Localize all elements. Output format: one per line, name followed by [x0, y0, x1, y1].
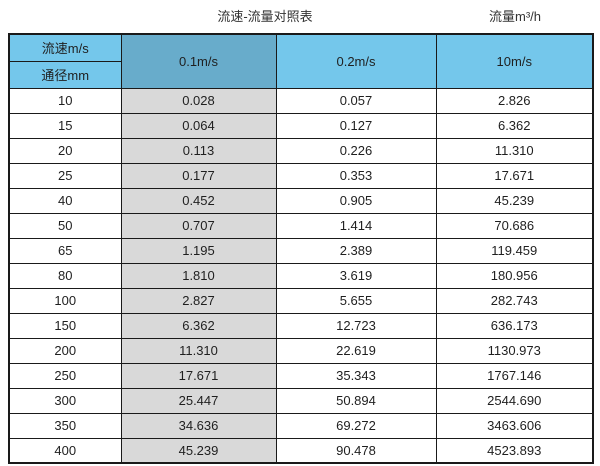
flow-unit-label: 流量m³/h — [488, 9, 541, 24]
table-row: 350 34.636 69.272 3463.606 — [8, 412, 594, 439]
flow-value-cell: 4523.893 — [435, 437, 594, 464]
flow-value-cell: 0.127 — [275, 112, 437, 139]
flow-value-cell: 34.636 — [120, 412, 277, 439]
header-row-top: 流速m/s 0.1m/s 0.2m/s 10m/s — [8, 33, 594, 89]
page-header: 流速-流量对照表 流量m³/h — [0, 0, 600, 32]
table-row: 50 0.707 1.414 70.686 — [8, 212, 594, 239]
flow-value-cell: 0.028 — [120, 87, 277, 114]
flow-value-cell: 50.894 — [275, 387, 437, 414]
flow-value-cell: 636.173 — [435, 312, 594, 339]
diameter-cell: 25 — [8, 162, 122, 189]
flow-value-cell: 0.064 — [120, 112, 277, 139]
table-row: 100 2.827 5.655 282.743 — [8, 287, 594, 314]
flow-value-cell: 1.810 — [120, 262, 277, 289]
flow-value-cell: 11.310 — [120, 337, 277, 364]
flow-value-cell: 0.452 — [120, 187, 277, 214]
diameter-cell: 250 — [8, 362, 122, 389]
flow-value-cell: 3.619 — [275, 262, 437, 289]
flow-value-cell: 11.310 — [435, 137, 594, 164]
flow-value-cell: 1767.146 — [435, 362, 594, 389]
diameter-cell: 80 — [8, 262, 122, 289]
diameter-cell: 20 — [8, 137, 122, 164]
diameter-cell: 150 — [8, 312, 122, 339]
page-title: 流速-流量对照表 — [217, 9, 313, 24]
diameter-cell: 65 — [8, 237, 122, 264]
flow-value-cell: 2.827 — [120, 287, 277, 314]
flow-value-cell: 90.478 — [275, 437, 437, 464]
table-row: 20 0.113 0.226 11.310 — [8, 137, 594, 164]
diameter-cell: 200 — [8, 337, 122, 364]
flow-value-cell: 12.723 — [275, 312, 437, 339]
flow-value-cell: 45.239 — [120, 437, 277, 464]
table-row: 15 0.064 0.127 6.362 — [8, 112, 594, 139]
diameter-cell: 10 — [8, 87, 122, 114]
velocity-column-header-0-2ms: 0.2m/s — [275, 33, 437, 89]
table-row: 65 1.195 2.389 119.459 — [8, 237, 594, 264]
flow-rate-table: 流速m/s 0.1m/s 0.2m/s 10m/s 通径mm 10 0.028 … — [8, 33, 594, 464]
flow-value-cell: 6.362 — [435, 112, 594, 139]
flow-value-cell: 0.353 — [275, 162, 437, 189]
table-row: 150 6.362 12.723 636.173 — [8, 312, 594, 339]
flow-value-cell: 5.655 — [275, 287, 437, 314]
table-row: 25 0.177 0.353 17.671 — [8, 162, 594, 189]
table-row: 40 0.452 0.905 45.239 — [8, 187, 594, 214]
flow-value-cell: 0.177 — [120, 162, 277, 189]
flow-value-cell: 17.671 — [120, 362, 277, 389]
flow-value-cell: 6.362 — [120, 312, 277, 339]
diameter-cell: 400 — [8, 437, 122, 464]
flow-value-cell: 22.619 — [275, 337, 437, 364]
table-row: 200 11.310 22.619 1130.973 — [8, 337, 594, 364]
table-row: 10 0.028 0.057 2.826 — [8, 87, 594, 114]
flow-value-cell: 119.459 — [435, 237, 594, 264]
flow-value-cell: 0.113 — [120, 137, 277, 164]
flow-value-cell: 1.414 — [275, 212, 437, 239]
flow-value-cell: 45.239 — [435, 187, 594, 214]
flow-value-cell: 25.447 — [120, 387, 277, 414]
table-body: 10 0.028 0.057 2.826 15 0.064 0.127 6.36… — [8, 87, 594, 464]
corner-velocity-label-cell: 流速m/s — [8, 33, 122, 62]
flow-value-cell: 1130.973 — [435, 337, 594, 364]
table-row: 400 45.239 90.478 4523.893 — [8, 437, 594, 464]
flow-value-cell: 0.707 — [120, 212, 277, 239]
flow-value-cell: 0.905 — [275, 187, 437, 214]
table-row: 300 25.447 50.894 2544.690 — [8, 387, 594, 414]
flow-value-cell: 3463.606 — [435, 412, 594, 439]
header-row-bottom: 通径mm — [8, 60, 593, 89]
diameter-cell: 40 — [8, 187, 122, 214]
flow-value-cell: 35.343 — [275, 362, 437, 389]
table-header: 流速m/s 0.1m/s 0.2m/s 10m/s 通径mm — [8, 33, 594, 89]
diameter-cell: 100 — [8, 287, 122, 314]
flow-value-cell: 282.743 — [435, 287, 594, 314]
flow-value-cell: 69.272 — [275, 412, 437, 439]
table-row: 80 1.810 3.619 180.956 — [8, 262, 594, 289]
corner-diameter-label-cell: 通径mm — [8, 60, 122, 89]
flow-value-cell: 2.389 — [275, 237, 437, 264]
velocity-column-header-10ms: 10m/s — [435, 33, 594, 89]
diameter-cell: 50 — [8, 212, 122, 239]
flow-value-cell: 2544.690 — [435, 387, 594, 414]
flow-value-cell: 0.226 — [275, 137, 437, 164]
table-row: 250 17.671 35.343 1767.146 — [8, 362, 594, 389]
flow-value-cell: 70.686 — [435, 212, 594, 239]
flow-value-cell: 0.057 — [275, 87, 437, 114]
diameter-cell: 350 — [8, 412, 122, 439]
flow-value-cell: 17.671 — [435, 162, 594, 189]
velocity-column-header-0-1ms: 0.1m/s — [120, 33, 277, 89]
flow-value-cell: 2.826 — [435, 87, 594, 114]
diameter-cell: 15 — [8, 112, 122, 139]
flow-value-cell: 180.956 — [435, 262, 594, 289]
flow-value-cell: 1.195 — [120, 237, 277, 264]
diameter-cell: 300 — [8, 387, 122, 414]
